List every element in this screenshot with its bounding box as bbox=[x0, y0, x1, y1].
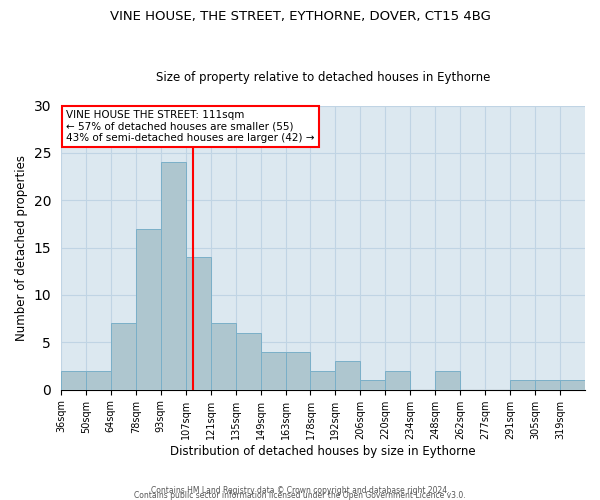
Bar bbox=[510, 380, 535, 390]
Text: VINE HOUSE THE STREET: 111sqm
← 57% of detached houses are smaller (55)
43% of s: VINE HOUSE THE STREET: 111sqm ← 57% of d… bbox=[66, 110, 314, 143]
Bar bbox=[385, 371, 410, 390]
Y-axis label: Number of detached properties: Number of detached properties bbox=[15, 154, 28, 340]
Bar bbox=[211, 324, 236, 390]
Bar bbox=[335, 362, 361, 390]
Bar bbox=[111, 324, 136, 390]
Text: VINE HOUSE, THE STREET, EYTHORNE, DOVER, CT15 4BG: VINE HOUSE, THE STREET, EYTHORNE, DOVER,… bbox=[110, 10, 490, 23]
Title: Size of property relative to detached houses in Eythorne: Size of property relative to detached ho… bbox=[156, 70, 490, 84]
Bar bbox=[61, 371, 86, 390]
Bar bbox=[361, 380, 385, 390]
Bar bbox=[260, 352, 286, 390]
Bar bbox=[560, 380, 585, 390]
Bar bbox=[86, 371, 111, 390]
Bar bbox=[136, 228, 161, 390]
Bar bbox=[286, 352, 310, 390]
Bar bbox=[535, 380, 560, 390]
Bar bbox=[236, 333, 260, 390]
Bar bbox=[185, 257, 211, 390]
Text: Contains public sector information licensed under the Open Government Licence v3: Contains public sector information licen… bbox=[134, 491, 466, 500]
X-axis label: Distribution of detached houses by size in Eythorne: Distribution of detached houses by size … bbox=[170, 444, 476, 458]
Bar bbox=[435, 371, 460, 390]
Bar bbox=[310, 371, 335, 390]
Bar bbox=[161, 162, 185, 390]
Text: Contains HM Land Registry data © Crown copyright and database right 2024.: Contains HM Land Registry data © Crown c… bbox=[151, 486, 449, 495]
